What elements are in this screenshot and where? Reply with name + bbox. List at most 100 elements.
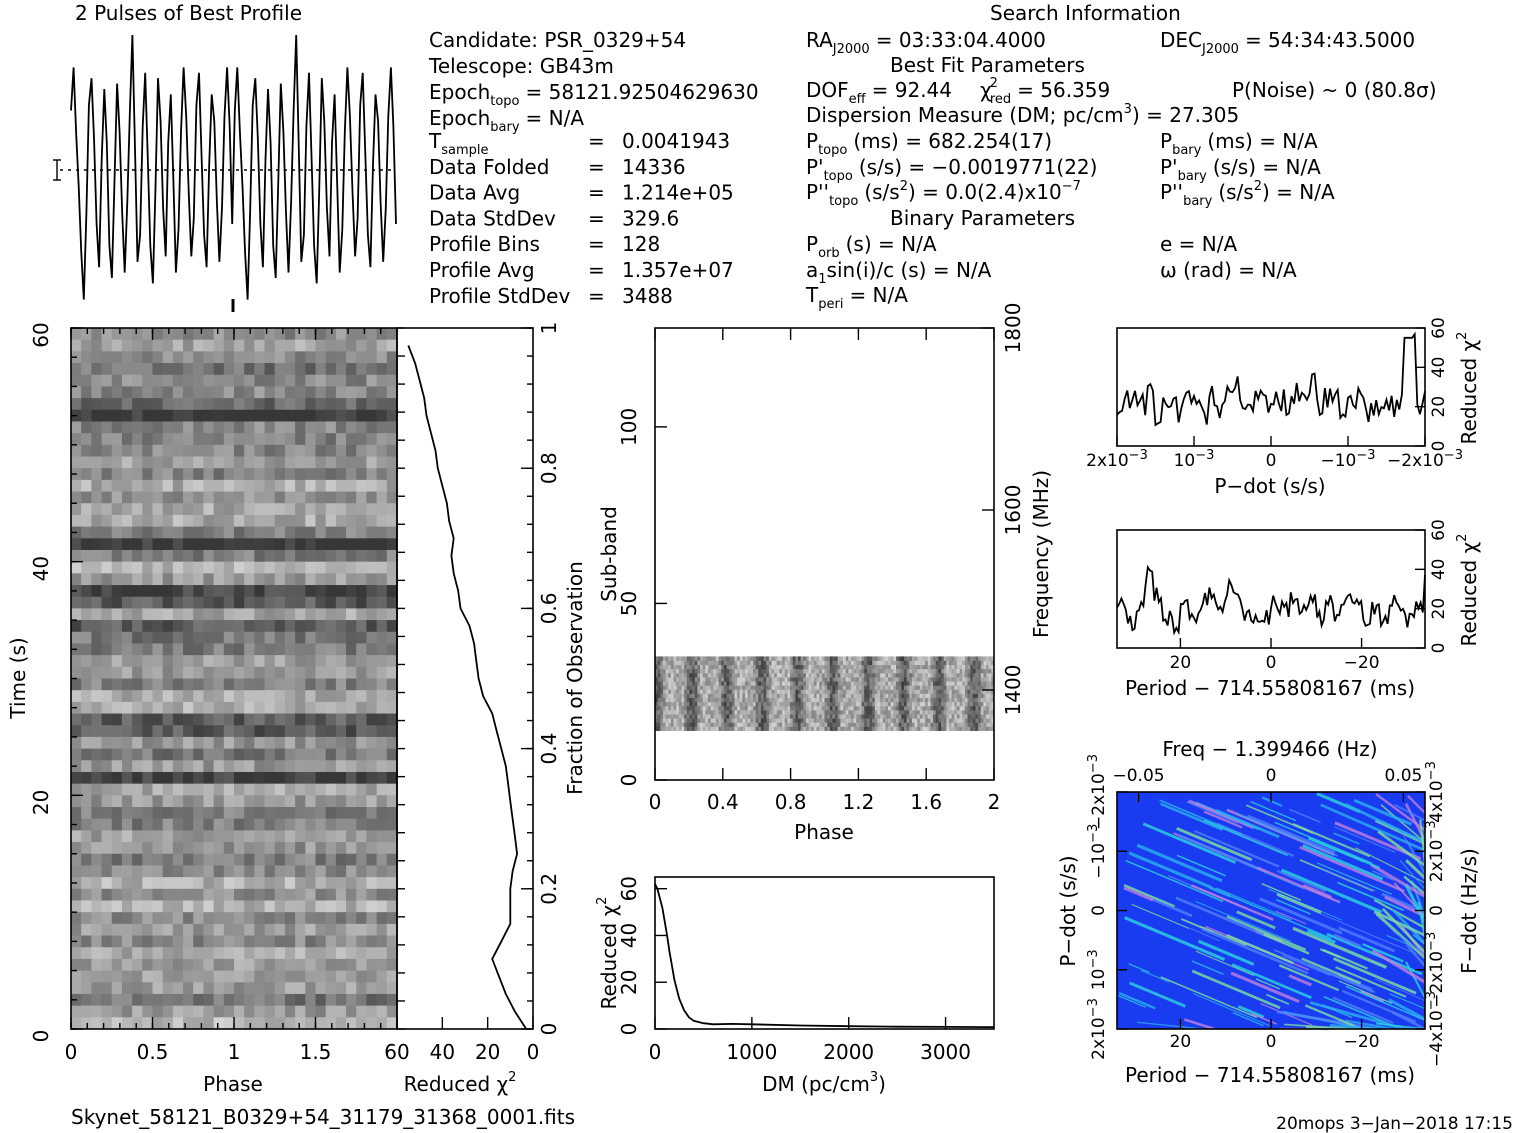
- subband-cell: [705, 668, 709, 674]
- pp-streak: [1304, 1004, 1356, 1028]
- subband-cell: [774, 656, 778, 661]
- subband-cell: [766, 709, 770, 715]
- subband-cell: [956, 677, 960, 682]
- subband-cell: [866, 668, 870, 674]
- time-phase-cell: [101, 958, 113, 972]
- time-phase-cell: [366, 351, 378, 364]
- time-phase-cell: [325, 655, 337, 668]
- subband-cell: [790, 677, 794, 682]
- time-phase-cell: [81, 573, 92, 586]
- subband-cell: [763, 677, 767, 682]
- subband-cell: [718, 672, 722, 678]
- time-phase-cell: [132, 783, 143, 796]
- time-phase-cell: [183, 877, 194, 890]
- subband-cell: [840, 726, 844, 731]
- time-phase-cell: [111, 912, 123, 925]
- time-phase-cell: [346, 433, 357, 446]
- subband-cell: [684, 660, 688, 666]
- subband-cell: [760, 714, 764, 719]
- time-phase-cell: [325, 678, 337, 691]
- time-phase-cell: [284, 783, 296, 796]
- time-phase-cell: [223, 409, 235, 422]
- time-phase-cell: [152, 877, 164, 890]
- time-phase-cell: [284, 561, 296, 574]
- subband-cell: [768, 693, 772, 698]
- subband-cell: [869, 672, 873, 678]
- subband-cell: [718, 701, 722, 707]
- subband-cell: [721, 660, 725, 666]
- subband-cell: [700, 656, 704, 661]
- time-phase-cell: [193, 444, 204, 458]
- time-phase-cell: [346, 549, 357, 563]
- time-chi-ticks: 60 40 20 000.20.40.60.81: [384, 322, 561, 1064]
- pp-streak: [1274, 821, 1373, 864]
- subband-cell: [903, 664, 907, 670]
- time-phase-cell: [346, 970, 357, 983]
- subband-cell: [739, 656, 743, 661]
- time-phase-cell: [81, 923, 92, 937]
- subband-cell: [760, 718, 764, 723]
- subband-cell: [763, 685, 767, 690]
- subband-cell: [835, 660, 839, 666]
- time-phase-cell: [71, 363, 82, 376]
- time-phase-cell: [71, 947, 82, 960]
- subband-cell: [697, 656, 701, 661]
- subband-cell: [988, 656, 992, 661]
- subband-cell: [858, 656, 862, 661]
- time-phase-cell: [366, 643, 378, 656]
- subband-cell: [880, 681, 884, 686]
- subband-cell: [930, 701, 934, 707]
- subband-cell: [832, 677, 836, 682]
- pp-streak: [1232, 1011, 1265, 1027]
- subband-cell: [752, 681, 757, 686]
- time-phase-cell: [91, 736, 103, 750]
- time-phase-cell: [183, 912, 194, 925]
- subband-cell: [906, 656, 910, 661]
- subband-cell: [668, 664, 672, 670]
- time-phase-cell: [325, 912, 337, 925]
- subband-cell: [951, 697, 955, 703]
- subband-cell: [930, 722, 934, 727]
- subband-cell: [776, 697, 780, 703]
- subband-cell: [684, 664, 688, 670]
- chi-tick-label: 40: [430, 1040, 455, 1064]
- time-phase-cell: [346, 771, 357, 785]
- time-phase-cell: [346, 444, 357, 458]
- subband-cell: [792, 689, 796, 694]
- subband-cell: [853, 677, 857, 682]
- time-phase-cell: [121, 807, 133, 820]
- time-phase-cell: [386, 491, 398, 504]
- time-phase-cell: [121, 491, 133, 504]
- subband-cell: [967, 709, 971, 715]
- subband-cell: [694, 656, 698, 661]
- time-phase-cell: [183, 561, 194, 574]
- subband-cell: [715, 689, 719, 694]
- subband-cell: [983, 701, 987, 707]
- pp-streak: [1381, 907, 1426, 954]
- subband-cell: [787, 685, 791, 690]
- time-phase-cell: [325, 713, 337, 726]
- subband-cell: [832, 656, 836, 661]
- pp-streak: [1123, 886, 1154, 902]
- subband-cell: [885, 714, 889, 719]
- subband-cell: [843, 656, 847, 661]
- time-phase-cell: [223, 444, 235, 458]
- subband-cell: [988, 705, 992, 711]
- subband-cell: [713, 726, 717, 731]
- subband-cell: [877, 693, 881, 698]
- subband-cell: [819, 718, 823, 723]
- subband-cell: [896, 697, 900, 703]
- subband-cell: [782, 689, 786, 694]
- subband-cell: [885, 660, 889, 666]
- pp-streak: [1301, 957, 1362, 985]
- pp-streak: [1191, 969, 1281, 1010]
- time-phase-cell: [234, 958, 245, 972]
- time-phase-cell: [356, 690, 367, 703]
- time-phase-cell: [81, 631, 92, 644]
- subband-cell: [692, 726, 696, 731]
- subband-cell: [774, 697, 778, 703]
- subband-cell: [888, 685, 892, 690]
- time-phase-cell: [346, 842, 357, 855]
- time-phase-cell: [132, 888, 143, 901]
- time-phase-cell: [162, 678, 174, 691]
